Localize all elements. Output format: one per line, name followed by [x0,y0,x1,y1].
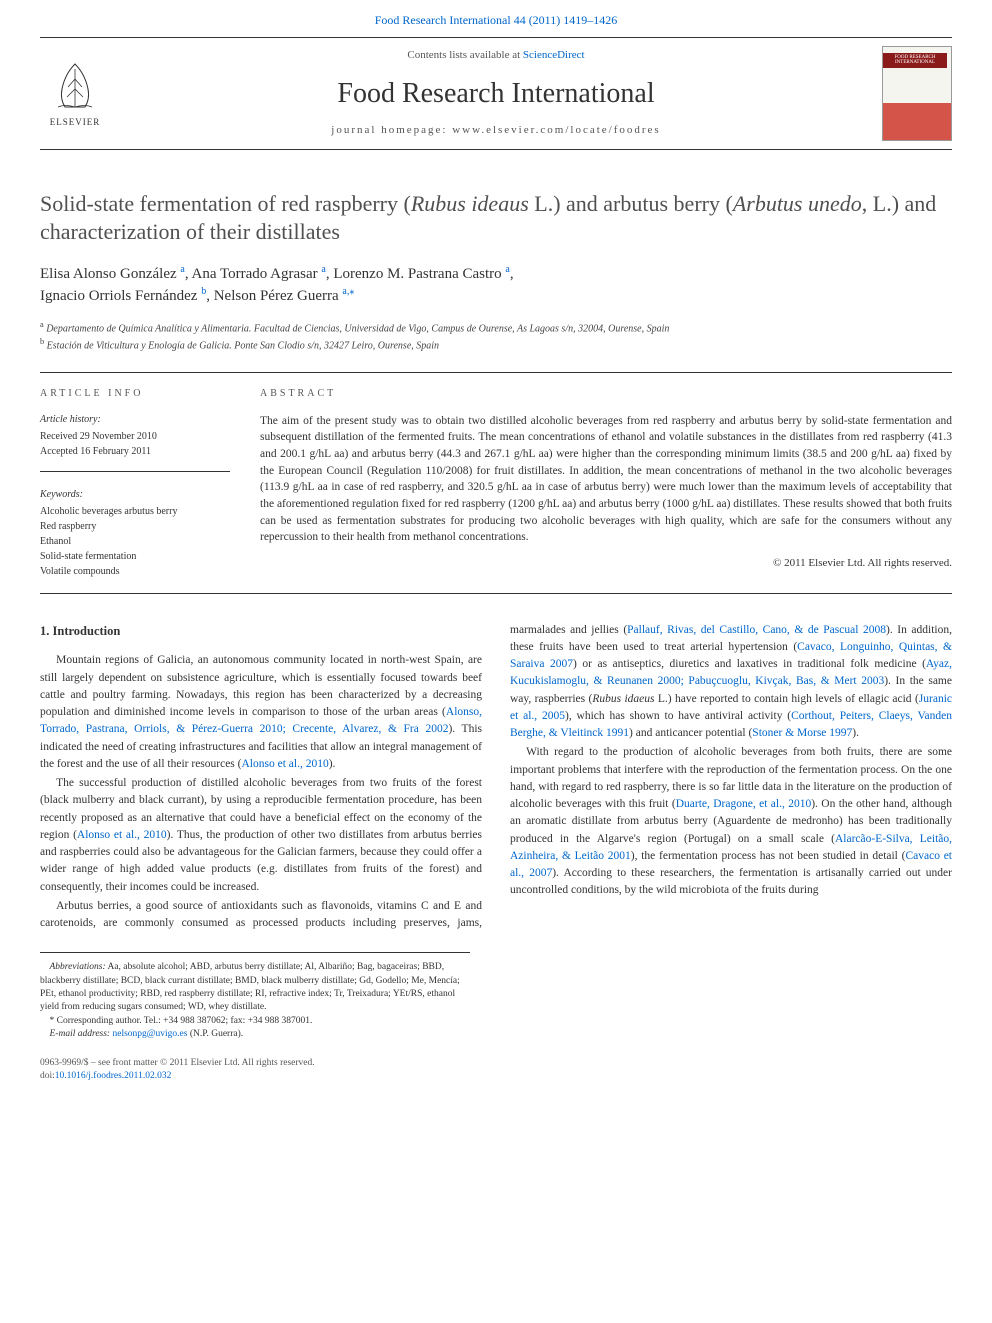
cite-link[interactable]: Alonso et al., 2010 [77,829,167,841]
cite-link[interactable]: Alarcão-E-Silva, Leitão, Azinheira, & Le… [510,833,952,862]
doi-link[interactable]: 10.1016/j.foodres.2011.02.032 [55,1071,172,1081]
affil-link-a[interactable]: a [505,264,509,275]
keywords-block: Keywords: Alcoholic beverages arbutus be… [40,488,230,579]
keyword: Ethanol [40,534,230,549]
cite-link[interactable]: Duarte, Dragone, et al., 2010 [676,798,812,810]
journal-cover-tag: FOOD RESEARCH INTERNATIONAL [883,53,947,68]
journal-header: ELSEVIER Contents lists available at Sci… [40,37,952,150]
article-title: Solid-state fermentation of red raspberr… [40,190,952,247]
elsevier-tree-icon [50,59,100,114]
keyword: Alcoholic beverages arbutus berry [40,504,230,519]
top-citation-link[interactable]: Food Research International 44 (2011) 14… [375,13,618,27]
body-paragraph: Mountain regions of Galicia, an autonomo… [40,652,482,773]
cite-link[interactable]: Alonso et al., 2010 [242,758,329,770]
abstract-text: The aim of the present study was to obta… [260,413,952,546]
cite-link[interactable]: Corthout, Peiters, Claeys, Vanden Berghe… [510,710,952,739]
top-citation: Food Research International 44 (2011) 14… [0,0,992,37]
abstract-copyright: © 2011 Elsevier Ltd. All rights reserved… [260,556,952,571]
bottom-bar: 0963-9969/$ – see front matter © 2011 El… [40,1057,952,1084]
email-link[interactable]: nelsonpg@uvigo.es [110,1029,187,1039]
info-abstract-row: ARTICLE INFO Article history: Received 2… [40,373,952,593]
affiliation-b: Estación de Viticultura y Enología de Ga… [47,341,439,352]
body-paragraph: The successful production of distilled a… [40,775,482,896]
cite-link[interactable]: Ayaz, Kucukislamoglu, & Reunanen 2000; P… [510,658,952,687]
affil-link-a[interactable]: a [180,264,184,275]
section-heading-introduction: 1. Introduction [40,622,482,641]
affil-link-a[interactable]: a [342,286,346,297]
journal-name: Food Research International [130,74,862,113]
accepted-date: Accepted 16 February 2011 [40,444,230,459]
elsevier-logo: ELSEVIER [40,53,110,133]
article-info-label: ARTICLE INFO [40,387,230,401]
footnotes: Abbreviations: Aa, absolute alcohol; ABD… [40,952,470,1041]
article-body: 1. Introduction Mountain regions of Gali… [40,622,952,933]
history-head: Article history: [40,413,230,427]
contents-prefix: Contents lists available at [407,49,522,61]
affil-link-b[interactable]: b [201,286,206,297]
affiliation-a: Departamento de Química Analítica y Alim… [46,323,669,334]
header-center: Contents lists available at ScienceDirec… [130,48,862,138]
keywords-head: Keywords: [40,488,230,502]
email-footnote: E-mail address: nelsonpg@uvigo.es (N.P. … [40,1028,470,1041]
keyword: Solid-state fermentation [40,549,230,564]
divider-bottom [40,593,952,594]
author-list: Elisa Alonso González a, Ana Torrado Agr… [40,263,952,307]
body-paragraph: With regard to the production of alcohol… [510,744,952,899]
email-tail: (N.P. Guerra). [187,1029,243,1039]
abstract-label: ABSTRACT [260,387,952,401]
homepage-prefix: journal homepage: [331,124,452,136]
sciencedirect-link[interactable]: ScienceDirect [523,49,585,61]
affiliations: a Departamento de Química Analítica y Al… [40,319,952,354]
abstract-column: ABSTRACT The aim of the present study wa… [260,387,952,579]
keyword: Volatile compounds [40,564,230,579]
cite-link[interactable]: Pallauf, Rivas, del Castillo, Cano, & de… [627,624,886,636]
affil-link-a[interactable]: a [321,264,325,275]
email-head: E-mail address: [50,1029,111,1039]
corresponding-author-footnote: * Corresponding author. Tel.: +34 988 38… [40,1015,470,1028]
journal-cover-thumb: FOOD RESEARCH INTERNATIONAL [882,46,952,141]
elsevier-label: ELSEVIER [50,116,101,129]
front-matter-line: 0963-9969/$ – see front matter © 2011 El… [40,1057,952,1070]
cite-link[interactable]: Cavaco, Longuinho, Quintas, & Saraiva 20… [510,641,952,670]
article-history-block: Article history: Received 29 November 20… [40,413,230,472]
abbrev-head: Abbreviations: [50,962,106,972]
cite-link[interactable]: Alonso, Torrado, Pastrana, Orriols, & Pé… [40,706,482,735]
homepage-url: www.elsevier.com/locate/foodres [452,124,661,136]
received-date: Received 29 November 2010 [40,429,230,444]
homepage-line: journal homepage: www.elsevier.com/locat… [130,123,862,138]
corresponding-star-icon: ⁎ [349,286,354,297]
cite-link[interactable]: Stoner & Morse 1997 [752,727,852,739]
keyword: Red raspberry [40,519,230,534]
abbreviations-footnote: Abbreviations: Aa, absolute alcohol; ABD… [40,961,470,1014]
contents-line: Contents lists available at ScienceDirec… [130,48,862,63]
article-info-column: ARTICLE INFO Article history: Received 2… [40,387,260,579]
